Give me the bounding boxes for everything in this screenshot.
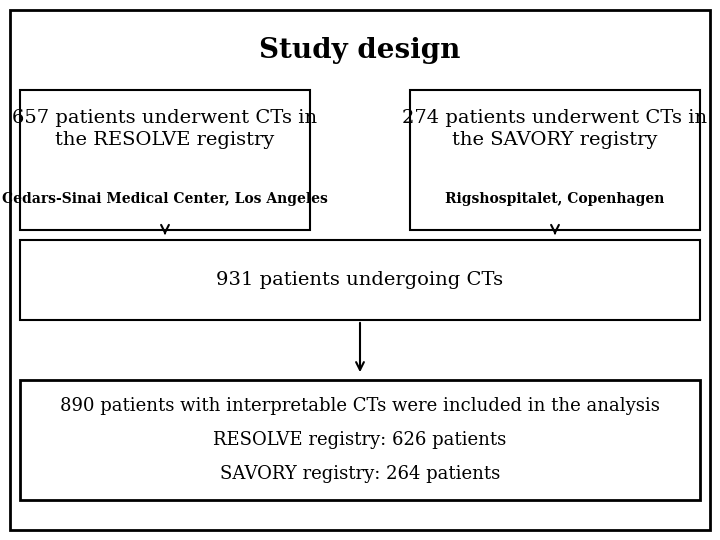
Text: SAVORY registry: 264 patients: SAVORY registry: 264 patients xyxy=(220,464,500,483)
Text: RESOLVE registry: 626 patients: RESOLVE registry: 626 patients xyxy=(213,431,507,449)
Bar xyxy=(20,240,700,320)
Text: 657 patients underwent CTs in
the RESOLVE registry: 657 patients underwent CTs in the RESOLV… xyxy=(12,109,318,149)
Text: Rigshospitalet, Copenhagen: Rigshospitalet, Copenhagen xyxy=(445,192,665,206)
Text: 274 patients underwent CTs in
the SAVORY registry: 274 patients underwent CTs in the SAVORY… xyxy=(402,109,708,149)
Text: Study design: Study design xyxy=(259,37,461,64)
Text: 890 patients with interpretable CTs were included in the analysis: 890 patients with interpretable CTs were… xyxy=(60,397,660,415)
Bar xyxy=(20,380,700,500)
Bar xyxy=(20,90,310,230)
Text: Cedars-Sinai Medical Center, Los Angeles: Cedars-Sinai Medical Center, Los Angeles xyxy=(2,192,328,206)
Bar xyxy=(410,90,700,230)
Text: 931 patients undergoing CTs: 931 patients undergoing CTs xyxy=(217,271,503,289)
